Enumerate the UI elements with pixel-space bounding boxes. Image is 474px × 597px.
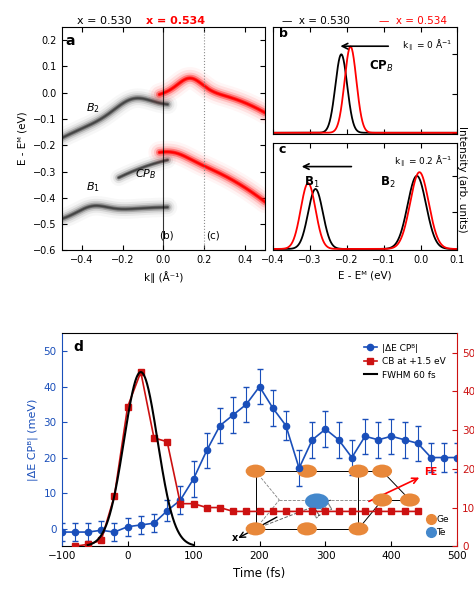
Y-axis label: E - Eᴹ (eV): E - Eᴹ (eV) — [18, 112, 27, 165]
CB at +1.5 eV — [256, 508, 262, 515]
CB at +1.5 eV — [296, 508, 302, 515]
Text: (c): (c) — [206, 230, 220, 241]
CB at +1.5 eV — [375, 508, 381, 515]
FWHM 60 fs — [93, 537, 99, 544]
Text: —  x = 0.534: — x = 0.534 — [379, 16, 447, 26]
CB at +1.5 eV — [402, 508, 408, 515]
CB at +1.5 eV — [191, 500, 196, 507]
CB at +1.5 eV — [217, 504, 223, 511]
CB at +1.5 eV — [349, 508, 355, 515]
Line: CB at +1.5 eV: CB at +1.5 eV — [72, 369, 421, 549]
CB at +1.5 eV — [151, 434, 157, 441]
Y-axis label: |ΔE CPᴮ| (meV): |ΔE CPᴮ| (meV) — [27, 399, 38, 481]
FWHM 60 fs — [138, 368, 144, 376]
CB at +1.5 eV — [323, 508, 328, 515]
Text: CP$_B$: CP$_B$ — [369, 59, 393, 74]
Text: x = 0.534: x = 0.534 — [146, 16, 205, 26]
Text: CP$_B$: CP$_B$ — [135, 167, 156, 180]
Legend: |ΔE CPᴮ|, CB at +1.5 eV, FWHM 60 fs: |ΔE CPᴮ|, CB at +1.5 eV, FWHM 60 fs — [360, 340, 449, 383]
FWHM 60 fs — [175, 528, 181, 535]
CB at +1.5 eV — [177, 500, 183, 507]
CB at +1.5 eV — [230, 508, 236, 515]
Text: x = 0.530: x = 0.530 — [77, 16, 132, 26]
Text: (b): (b) — [159, 230, 174, 241]
FWHM 60 fs — [136, 370, 141, 377]
CB at +1.5 eV — [72, 543, 78, 550]
FWHM 60 fs — [190, 541, 196, 549]
Text: B$_2$: B$_2$ — [86, 101, 100, 115]
CB at +1.5 eV — [310, 508, 315, 515]
Text: b: b — [279, 26, 288, 39]
Text: c: c — [279, 143, 286, 156]
Text: k$_{\parallel}$ = 0.2 Å$^{-1}$: k$_{\parallel}$ = 0.2 Å$^{-1}$ — [394, 153, 452, 169]
CB at +1.5 eV — [164, 438, 170, 445]
CB at +1.5 eV — [362, 508, 368, 515]
CB at +1.5 eV — [270, 508, 275, 515]
CB at +1.5 eV — [204, 504, 210, 511]
CB at +1.5 eV — [389, 508, 394, 515]
CB at +1.5 eV — [283, 508, 289, 515]
X-axis label: E - Eᴹ (eV): E - Eᴹ (eV) — [338, 271, 392, 281]
Text: d: d — [73, 340, 83, 354]
Line: FWHM 60 fs: FWHM 60 fs — [88, 372, 194, 545]
X-axis label: Time (fs): Time (fs) — [233, 567, 286, 580]
CB at +1.5 eV — [336, 508, 341, 515]
FWHM 60 fs — [191, 541, 197, 549]
CB at +1.5 eV — [415, 508, 421, 515]
FWHM 60 fs — [178, 533, 184, 540]
CB at +1.5 eV — [85, 541, 91, 548]
CB at +1.5 eV — [138, 368, 144, 376]
FWHM 60 fs — [85, 541, 91, 549]
CB at +1.5 eV — [125, 404, 130, 411]
Text: k$_{\parallel}$ = 0 Å$^{-1}$: k$_{\parallel}$ = 0 Å$^{-1}$ — [402, 38, 452, 53]
Text: —  x = 0.530: — x = 0.530 — [282, 16, 350, 26]
X-axis label: k∥ (Å⁻¹): k∥ (Å⁻¹) — [144, 271, 183, 283]
CB at +1.5 eV — [99, 537, 104, 544]
CB at +1.5 eV — [244, 508, 249, 515]
Text: B$_2$: B$_2$ — [380, 175, 395, 190]
Text: a: a — [66, 33, 75, 48]
Text: B$_1$: B$_1$ — [86, 180, 100, 194]
CB at +1.5 eV — [111, 493, 117, 500]
Text: B$_1$: B$_1$ — [304, 175, 320, 190]
Text: Intensity (arb. units): Intensity (arb. units) — [457, 126, 467, 232]
FWHM 60 fs — [130, 386, 136, 393]
